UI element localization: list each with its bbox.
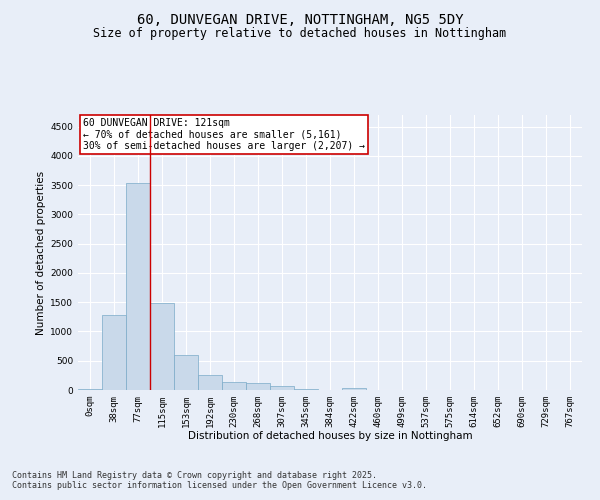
- Bar: [222, 382, 246, 390]
- Bar: [198, 375, 222, 390]
- Bar: [246, 383, 270, 390]
- Text: 60 DUNVEGAN DRIVE: 121sqm
← 70% of detached houses are smaller (5,161)
30% of se: 60 DUNVEGAN DRIVE: 121sqm ← 70% of detac…: [83, 118, 365, 151]
- Bar: [150, 303, 174, 390]
- Bar: [78, 389, 102, 390]
- Bar: [102, 315, 126, 390]
- Text: 60, DUNVEGAN DRIVE, NOTTINGHAM, NG5 5DY: 60, DUNVEGAN DRIVE, NOTTINGHAM, NG5 5DY: [137, 12, 463, 26]
- Bar: [126, 184, 150, 390]
- Text: Size of property relative to detached houses in Nottingham: Size of property relative to detached ho…: [94, 28, 506, 40]
- X-axis label: Distribution of detached houses by size in Nottingham: Distribution of detached houses by size …: [188, 432, 472, 442]
- Bar: [342, 388, 366, 390]
- Bar: [294, 389, 318, 390]
- Text: Contains HM Land Registry data © Crown copyright and database right 2025.
Contai: Contains HM Land Registry data © Crown c…: [12, 470, 427, 490]
- Bar: [270, 386, 294, 390]
- Bar: [174, 355, 198, 390]
- Y-axis label: Number of detached properties: Number of detached properties: [36, 170, 46, 334]
